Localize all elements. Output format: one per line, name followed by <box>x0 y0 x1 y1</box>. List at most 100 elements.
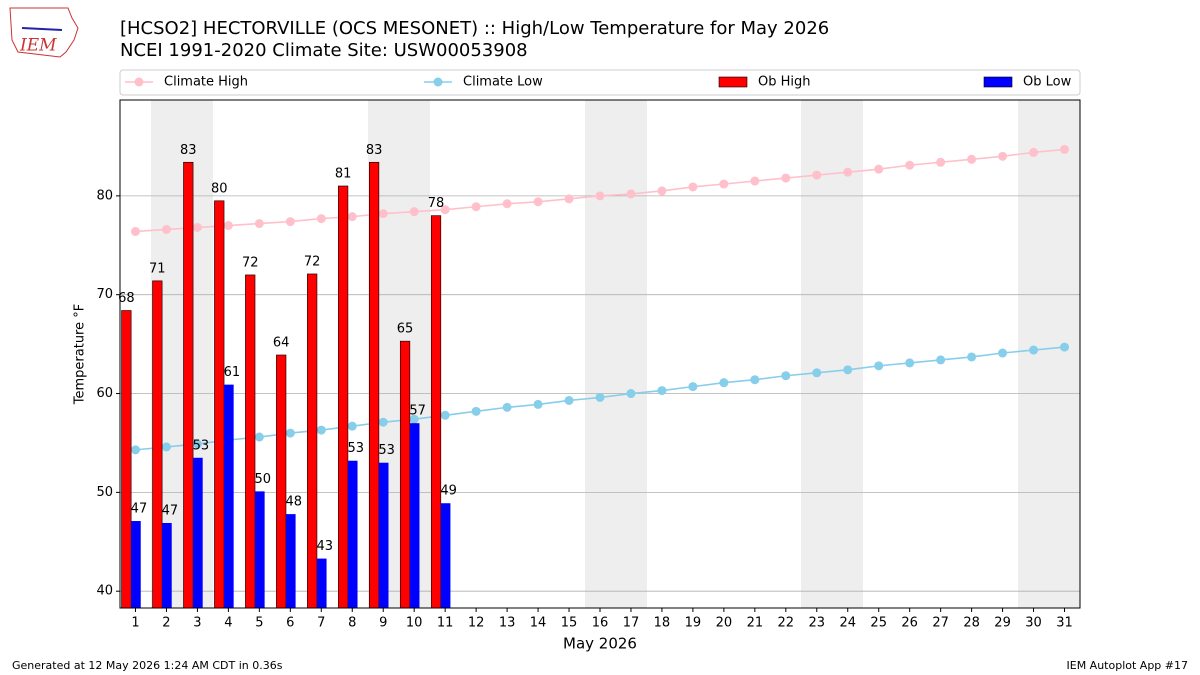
data-label: 47 <box>162 504 179 519</box>
weekend-band <box>585 100 647 608</box>
series-marker <box>378 417 388 427</box>
series-marker <box>347 421 357 431</box>
legend-marker <box>134 77 144 87</box>
series-marker <box>192 439 202 449</box>
x-tick-label: 28 <box>963 616 980 631</box>
x-tick-label: 3 <box>193 616 201 631</box>
series-marker <box>161 442 171 452</box>
x-tick-label: 26 <box>901 616 918 631</box>
x-tick-label: 8 <box>348 616 356 631</box>
x-tick-label: 5 <box>255 616 263 631</box>
series-marker <box>967 352 977 362</box>
weekend-shading <box>151 100 1080 608</box>
data-label: 61 <box>224 365 241 380</box>
x-tick-label: 12 <box>468 616 485 631</box>
series-marker <box>285 428 295 438</box>
series-marker <box>347 212 357 222</box>
x-tick-label: 20 <box>716 616 733 631</box>
x-tick-label: 24 <box>839 616 856 631</box>
legend-label: Ob High <box>758 75 811 90</box>
x-tick-label: 1 <box>131 616 139 631</box>
bar <box>440 503 451 608</box>
bar <box>347 460 358 608</box>
data-label: 81 <box>335 166 352 181</box>
y-axis-label: Temperature °F <box>73 304 88 405</box>
x-tick-label: 27 <box>932 616 949 631</box>
legend-box <box>119 69 1081 96</box>
data-label: 71 <box>149 261 166 276</box>
series-marker <box>657 186 667 196</box>
data-label: 57 <box>409 404 426 419</box>
series-marker <box>564 395 574 405</box>
series-marker <box>843 167 853 177</box>
bar <box>183 161 194 609</box>
x-tick-label: 15 <box>561 616 578 631</box>
series-marker <box>254 432 264 442</box>
data-label: 68 <box>118 291 135 306</box>
series-marker <box>533 197 543 207</box>
x-tick-label: 30 <box>1025 616 1042 631</box>
footer-left: Generated at 12 May 2026 1:24 AM CDT in … <box>12 659 283 672</box>
y-tick-label: 40 <box>96 584 113 599</box>
series-marker <box>533 399 543 409</box>
bar <box>285 514 296 608</box>
y-tick-label: 60 <box>96 386 113 401</box>
series-marker <box>1029 147 1039 157</box>
x-tick-label: 23 <box>809 616 826 631</box>
chart-title: [HCSO2] HECTORVILLE (OCS MESONET) :: Hig… <box>120 18 829 39</box>
x-tick-label: 9 <box>379 616 387 631</box>
data-label: 53 <box>193 438 210 453</box>
series-marker <box>905 160 915 170</box>
x-tick-label: 16 <box>592 616 609 631</box>
series-marker <box>719 179 729 189</box>
legend-label: Ob Low <box>1023 75 1072 90</box>
data-label: 72 <box>242 255 259 270</box>
series-marker <box>471 202 481 212</box>
series-marker <box>936 355 946 365</box>
x-tick-label: 22 <box>778 616 795 631</box>
x-tick-label: 4 <box>224 616 232 631</box>
data-label: 43 <box>316 539 333 554</box>
legend-label: Climate Low <box>463 75 543 90</box>
x-tick-label: 21 <box>747 616 764 631</box>
data-label: 49 <box>440 484 457 499</box>
series-marker <box>688 182 698 192</box>
x-tick-label: 29 <box>994 616 1011 631</box>
series-marker <box>1060 144 1070 154</box>
bar <box>162 523 172 608</box>
bar <box>409 423 420 608</box>
series-marker <box>130 445 140 455</box>
x-axis-label: May 2026 <box>563 635 637 653</box>
weekend-band <box>801 100 863 608</box>
legend-swatch <box>718 76 748 88</box>
series-marker <box>440 410 450 420</box>
series-marker <box>161 224 171 234</box>
series-marker <box>936 157 946 167</box>
series-marker <box>1029 345 1039 355</box>
x-tick-label: 25 <box>870 616 887 631</box>
data-label: 64 <box>273 335 290 350</box>
x-tick-label: 31 <box>1056 616 1073 631</box>
bar <box>152 280 163 609</box>
data-label: 50 <box>255 472 272 487</box>
bar <box>193 457 203 608</box>
bar <box>224 384 234 608</box>
series-marker <box>378 209 388 219</box>
series-marker <box>316 425 326 435</box>
bar <box>338 185 349 609</box>
bar <box>307 273 318 609</box>
legend-label: Climate High <box>164 75 248 90</box>
x-tick-label: 19 <box>685 616 702 631</box>
logo: IEM <box>9 7 79 58</box>
x-tick-label: 17 <box>623 616 640 631</box>
x-tick-label: 14 <box>530 616 547 631</box>
series-marker <box>316 214 326 224</box>
legend: Climate High Climate Low Ob High Ob Low <box>125 75 1072 90</box>
series-marker <box>843 365 853 375</box>
bar <box>214 200 225 609</box>
series-marker <box>781 173 791 183</box>
data-label: 65 <box>397 322 414 337</box>
